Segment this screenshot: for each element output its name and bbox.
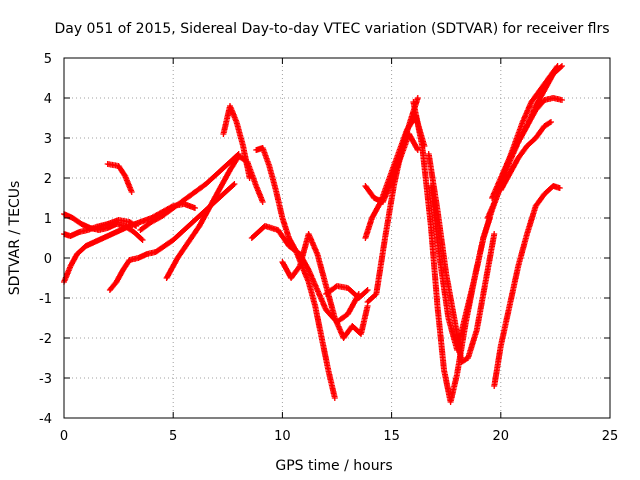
series-markers bbox=[484, 63, 561, 221]
plot-frame bbox=[63, 57, 611, 419]
series-arc-08 bbox=[220, 103, 253, 181]
series-arc-21 bbox=[489, 95, 565, 201]
y-tick-label: 2 bbox=[44, 172, 52, 187]
x-tick-label: 25 bbox=[602, 429, 619, 444]
y-tick-label: -4 bbox=[39, 412, 52, 427]
x-axis-label: GPS time / hours bbox=[275, 458, 392, 474]
series-arc-22 bbox=[497, 119, 554, 193]
y-tick-label: -3 bbox=[39, 372, 52, 387]
y-axis-label: SDTVAR / TECUs bbox=[7, 181, 23, 296]
series-arc-03 bbox=[61, 201, 198, 285]
series-arc-06 bbox=[137, 151, 242, 233]
x-tick-label: 20 bbox=[493, 429, 510, 444]
series-markers bbox=[497, 119, 554, 193]
y-tick-label: 3 bbox=[44, 132, 52, 147]
y-tick-labels: -4 -3 -2 -1 0 1 2 3 4 5 bbox=[39, 52, 52, 427]
series-markers bbox=[163, 153, 266, 281]
series-markers bbox=[220, 103, 253, 181]
series-arc-18 bbox=[425, 151, 498, 365]
y-tick-label: 0 bbox=[44, 252, 52, 267]
series-markers bbox=[489, 95, 565, 201]
series-markers bbox=[106, 181, 238, 293]
series-arc-13 bbox=[364, 95, 421, 305]
grid bbox=[64, 58, 610, 418]
series-markers bbox=[362, 131, 421, 205]
data-series bbox=[61, 63, 565, 405]
series-arc-20 bbox=[484, 63, 561, 221]
x-tick-label: 5 bbox=[169, 429, 177, 444]
x-tick-label: 0 bbox=[60, 429, 68, 444]
y-tick-label: 5 bbox=[44, 52, 52, 67]
series-arc-07 bbox=[163, 153, 266, 281]
series-arc-23 bbox=[491, 183, 563, 389]
x-tick-label: 10 bbox=[274, 429, 291, 444]
axis-ticks bbox=[63, 57, 611, 419]
series-markers bbox=[364, 95, 421, 305]
series-arc-05 bbox=[106, 181, 238, 293]
y-tick-label: 1 bbox=[44, 212, 52, 227]
series-markers bbox=[137, 151, 242, 233]
series-markers bbox=[61, 201, 198, 285]
series-arc-15 bbox=[362, 131, 421, 205]
x-tick-labels: 0 5 10 15 20 25 bbox=[60, 429, 618, 444]
series-markers bbox=[323, 283, 371, 301]
series-markers bbox=[491, 183, 563, 389]
series-markers bbox=[425, 151, 498, 365]
y-tick-label: -2 bbox=[39, 332, 52, 347]
x-tick-label: 15 bbox=[383, 429, 400, 444]
series-arc-16 bbox=[410, 99, 487, 405]
y-tick-label: -1 bbox=[39, 292, 52, 307]
series-arc-12 bbox=[323, 283, 371, 301]
series-arc-04 bbox=[104, 161, 135, 195]
series-markers bbox=[410, 99, 487, 405]
series-markers bbox=[104, 161, 135, 195]
chart-title: Day 051 of 2015, Sidereal Day-to-day VTE… bbox=[54, 21, 609, 37]
y-tick-label: 4 bbox=[44, 92, 52, 107]
